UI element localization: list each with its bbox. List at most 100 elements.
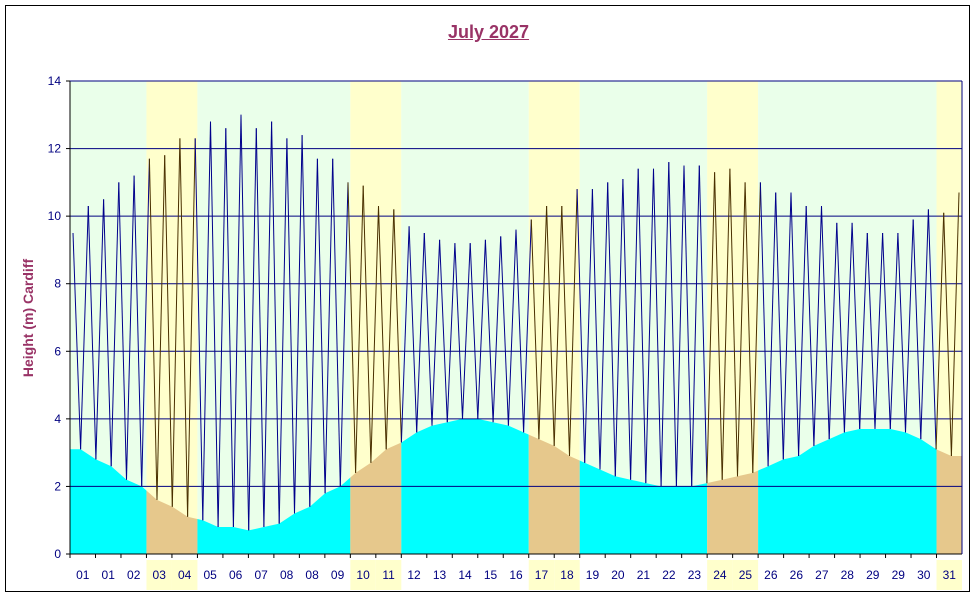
tide-segment	[660, 162, 670, 487]
tide-segment	[569, 189, 578, 457]
tide-segment	[446, 243, 456, 423]
tide-segment	[950, 192, 960, 457]
tide-segment	[492, 236, 502, 423]
tide-segment	[874, 232, 884, 430]
tide-segment	[431, 239, 441, 426]
tide-segment	[675, 165, 685, 487]
tide-segment	[271, 121, 280, 524]
x-tick-label: 23	[688, 568, 702, 582]
tide-segment	[843, 222, 853, 433]
tide-segment	[332, 158, 341, 487]
x-tick-label: 02	[127, 568, 141, 582]
tide-segment	[454, 243, 463, 419]
y-tick-label: 6	[54, 344, 61, 358]
tide-segment	[255, 128, 265, 528]
tide-segment	[339, 182, 349, 487]
x-tick-label: 04	[178, 568, 192, 582]
tide-segment	[80, 205, 89, 450]
tide-segment	[813, 205, 822, 446]
x-tick-label: 16	[509, 568, 523, 582]
x-tick-label: 12	[407, 568, 421, 582]
x-tick-label: 03	[153, 568, 167, 582]
tide-segment	[752, 182, 761, 473]
x-tick-labels: 01 01 02 03 04 05 06 07 08 08 09 10 11 12 13 14 15 16 17 18…	[69, 554, 962, 590]
x-tick-label: 11	[382, 568, 395, 582]
tide-segment	[836, 222, 845, 433]
tide-segment	[72, 232, 82, 450]
x-tick-label: 22	[662, 568, 676, 582]
tide-segment	[668, 162, 677, 487]
x-weekend-label-bg	[375, 560, 402, 590]
tide-segment	[423, 232, 433, 426]
y-tick-label: 14	[48, 74, 62, 88]
tide-segment	[653, 168, 662, 487]
tide-segment	[767, 192, 777, 467]
tide-segment	[927, 209, 937, 450]
tide-segment	[882, 232, 891, 430]
x-tick-label: 28	[841, 568, 855, 582]
x-weekend-label-bg	[732, 560, 759, 590]
tide-segment	[645, 168, 654, 484]
x-tick-label: 29	[866, 568, 880, 582]
x-tick-label: 08	[305, 568, 319, 582]
tide-segment	[805, 205, 815, 446]
tide-segment	[370, 205, 379, 463]
x-tick-label: 25	[739, 568, 753, 582]
tide-segment	[118, 182, 127, 480]
x-tick-label: 30	[917, 568, 931, 582]
tide-segment	[316, 158, 326, 494]
x-tick-label: 20	[611, 568, 625, 582]
x-tick-label: 19	[586, 568, 600, 582]
axes	[69, 80, 963, 555]
y-tick-labels: 0 2 4 6 8 10 12 14	[48, 74, 70, 561]
tide-segment	[744, 182, 754, 473]
tide-segment	[714, 172, 723, 480]
tide-segment	[538, 205, 548, 440]
tide-segment	[171, 138, 181, 507]
x-weekend-label-bg	[707, 560, 733, 590]
tide-segment	[87, 205, 97, 460]
x-tick-label: 07	[254, 568, 268, 582]
tide-segment	[95, 199, 105, 460]
x-weekend-label-bg	[936, 560, 962, 590]
tide-segment	[179, 138, 189, 517]
tide-lines	[72, 114, 960, 531]
tide-segment	[584, 189, 593, 463]
tide-segment	[599, 182, 609, 470]
tide-segment	[721, 168, 731, 480]
tide-segment	[507, 229, 517, 426]
tide-segment	[782, 192, 792, 460]
tide-segment	[737, 182, 746, 477]
x-weekend-label-bg	[146, 560, 172, 590]
tide-segment	[462, 243, 471, 419]
tide-segment	[683, 165, 693, 487]
x-tick-label: 06	[229, 568, 243, 582]
tide-segment	[210, 121, 219, 528]
tide-segment	[729, 168, 738, 477]
x-tick-label: 31	[943, 568, 957, 582]
tide-segment	[393, 209, 402, 443]
x-weekend-label-bg	[171, 560, 198, 590]
tide-segment	[309, 158, 318, 507]
x-tick-label: 08	[280, 568, 294, 582]
x-tick-label: 10	[356, 568, 370, 582]
x-tick-label: 01	[76, 568, 90, 582]
tide-segment	[897, 232, 906, 433]
tide-segment	[400, 226, 410, 443]
tide-segment	[484, 239, 494, 423]
x-tick-label: 13	[433, 568, 447, 582]
tide-segment	[133, 175, 143, 487]
y-tick-label: 12	[48, 142, 62, 156]
tide-segment	[637, 168, 647, 484]
tide-segment	[187, 138, 196, 517]
tide-segment	[248, 128, 257, 531]
tide-segment	[286, 138, 295, 514]
tide-segment	[546, 205, 555, 446]
tide-segment	[103, 199, 112, 467]
tide-segment	[691, 165, 700, 487]
tide-segment	[698, 165, 708, 484]
tide-segment	[523, 219, 532, 433]
y-tick-label: 10	[48, 209, 62, 223]
chart-title: July 2027	[447, 22, 530, 42]
tide-segment	[141, 158, 150, 487]
